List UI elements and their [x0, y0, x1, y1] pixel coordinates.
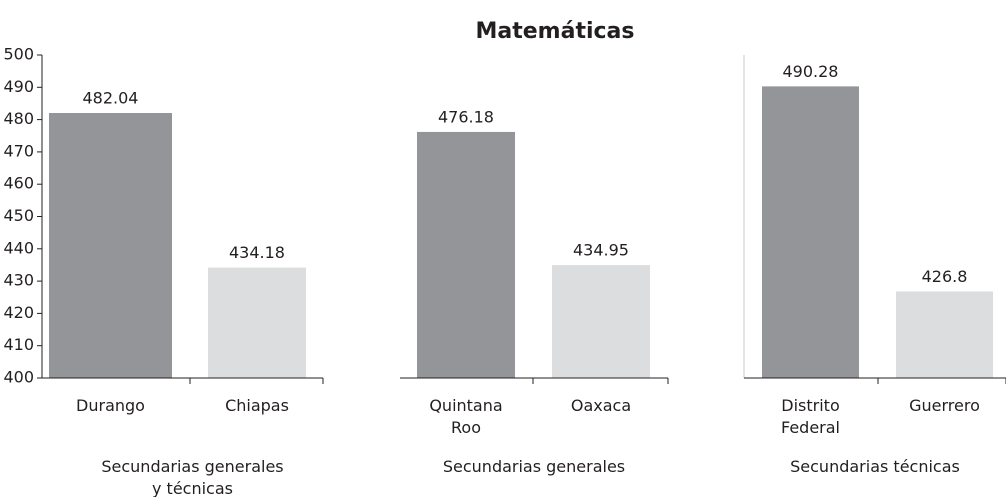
x-tick-label: Quintana Roo — [429, 396, 502, 437]
y-tick-label: 450 — [3, 206, 34, 225]
y-tick-label: 500 — [3, 45, 34, 64]
y-tick-label: 470 — [3, 141, 34, 160]
bar — [208, 267, 306, 378]
y-tick-label: 460 — [3, 174, 34, 193]
x-tick-label: Guerrero — [909, 396, 980, 415]
group-label: Secundarias técnicas — [790, 457, 960, 476]
value-label: 490.28 — [783, 62, 839, 81]
bar — [552, 265, 650, 378]
x-tick-label: Distrito Federal — [781, 396, 840, 437]
y-tick-label: 420 — [3, 303, 34, 322]
y-tick-label: 400 — [3, 368, 34, 387]
group-label: Secundarias generales y técnicas — [101, 457, 283, 497]
x-tick-label: Durango — [76, 396, 145, 415]
y-tick-label: 410 — [3, 335, 34, 354]
value-label: 426.8 — [922, 267, 968, 286]
x-tick-label: Chiapas — [225, 396, 289, 415]
value-label: 476.18 — [438, 107, 494, 126]
value-label: 434.18 — [229, 243, 285, 262]
y-tick-label: 430 — [3, 271, 34, 290]
bar — [417, 131, 515, 378]
y-tick-label: 480 — [3, 109, 34, 128]
bar — [762, 86, 859, 378]
value-label: 482.04 — [83, 89, 139, 108]
y-tick-label: 440 — [3, 238, 34, 257]
bar — [49, 113, 172, 378]
value-label: 434.95 — [573, 241, 629, 260]
bar — [896, 291, 993, 378]
x-tick-label: Oaxaca — [571, 396, 631, 415]
group-label: Secundarias generales — [443, 457, 625, 476]
y-tick-label: 490 — [3, 77, 34, 96]
chart-title: Matemáticas — [476, 19, 635, 44]
